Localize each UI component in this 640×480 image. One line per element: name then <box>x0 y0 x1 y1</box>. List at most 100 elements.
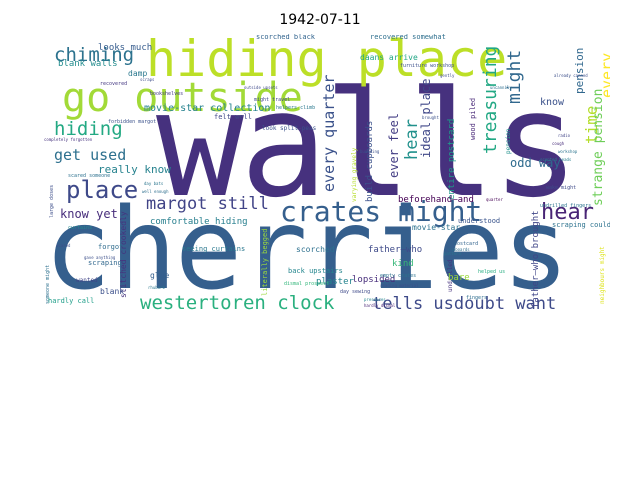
word-day-bats: day bats <box>144 181 164 186</box>
word-understood: understood <box>458 217 501 225</box>
word-postcard: postcard <box>454 241 479 247</box>
word-bookshelves: bookshelves <box>150 91 184 97</box>
word-undrilled-fingers: undrilled fingers <box>540 203 592 209</box>
word-hear-1: hear <box>541 200 594 225</box>
word-helpers-climb: helpers climb <box>276 105 316 111</box>
word-odd-way: odd way <box>510 156 561 170</box>
word-hiding: hiding <box>54 118 123 140</box>
word-margot-still: margot still <box>146 194 269 214</box>
word-fingers: fingers <box>466 295 488 301</box>
word-neighbours-might: neighbours might <box>599 246 606 304</box>
word-building: building <box>360 149 380 154</box>
word-glue: glue <box>150 271 170 280</box>
word-westertoren-clock: westertoren clock <box>140 292 335 314</box>
word-scraping: scraping <box>88 259 122 267</box>
word-father-who-2: father—who brought <box>531 210 541 308</box>
word-stitched-crookedly: stitched crookedly <box>119 211 128 298</box>
word-recovered: recovered <box>100 81 128 87</box>
word-tells-usdoubt-want: tells usdoubt want <box>372 294 557 314</box>
word-might: might <box>504 49 525 104</box>
word-rhubarb: rhubarb <box>148 285 165 290</box>
word-cloud: walls cherries hiding place go outside c… <box>44 34 610 320</box>
word-lopsided: lopsided <box>352 275 396 285</box>
word-cherries: cherries <box>44 185 569 315</box>
word-strange-pension: strange pension <box>591 88 606 206</box>
word-seeing-curtains: seeing curtains <box>182 245 246 253</box>
word-looks-much: looks much <box>98 43 153 53</box>
plot-title: 1942-07-11 <box>279 12 361 28</box>
word-gave-anything: gave anything <box>84 255 116 260</box>
word-scraping-could: scraping could <box>552 221 610 229</box>
word-cough: cough <box>552 141 565 146</box>
word-wood-piled: wood piled <box>469 97 477 140</box>
word-chiming: chiming <box>54 44 135 66</box>
word-kind: kind <box>392 259 414 269</box>
word-completely-forgotten: completely forgotten <box>44 137 93 142</box>
word-crates-might: crates might <box>280 195 483 228</box>
word-reading-material: reading material <box>380 283 419 288</box>
word-gently: gently <box>440 73 455 78</box>
word-already-canned: already canned <box>554 73 588 78</box>
word-scared: scared <box>56 243 71 248</box>
word-scorched: scorched <box>296 245 335 254</box>
word-outside-upsets: outside upsets <box>244 85 278 90</box>
word-bare: bare <box>448 273 470 283</box>
word-movie-star-collection: movie-star collection <box>144 103 271 114</box>
word-pension: pension <box>573 47 586 94</box>
word-wanted: wanted <box>76 277 98 284</box>
word-workshop: workshop <box>558 149 578 154</box>
word-movie-star: movie-star <box>412 223 461 232</box>
word-go-outside: go outside <box>62 75 303 121</box>
word-literally-begged: literally begged <box>261 228 269 296</box>
word-brought: brought <box>422 115 439 120</box>
word-damp: damp <box>128 69 148 78</box>
word-plaster: plaster <box>316 277 354 287</box>
word-back-upstairs: back upstairs <box>288 267 343 275</box>
word-forbidden-margot: forbidden margot <box>108 119 157 125</box>
word-helped-us: helped us <box>478 269 506 275</box>
word-know: know <box>540 97 565 108</box>
word-every-quarter: every quarter <box>320 74 338 192</box>
word-beforehand-and: beforehand—and <box>398 195 474 205</box>
word-might-travel: might travel <box>254 97 291 103</box>
word-felt-well: felt well <box>214 113 252 121</box>
word-hiding-place: hiding place <box>146 34 508 88</box>
word-wake-might: wake might <box>546 185 577 191</box>
word-scorched-black: scorched black <box>256 34 316 41</box>
word-build-cupboards: build cupboards <box>365 120 375 202</box>
word-uncannily: uncannily <box>490 85 512 90</box>
word-scented-heads: scented heads <box>540 157 572 162</box>
word-forgot: forgot <box>98 243 124 251</box>
word-dismal-prospect: dismal prospect <box>284 281 330 287</box>
word-ever-feel: ever feel <box>387 112 401 178</box>
word-curtains: curtains <box>68 225 93 231</box>
word-pattern: pattern <box>444 251 461 256</box>
word-scared-someone: scared someone <box>68 173 111 179</box>
word-quarter: quarter <box>486 197 503 202</box>
word-recovered-somewhat: recovered somewhat <box>370 34 446 41</box>
word-pressures: pressures <box>364 297 386 302</box>
word-father-who-1: father—who <box>368 245 423 255</box>
word-entire-postcard: entire postcard <box>447 118 457 200</box>
word-blank-walls: blank walls <box>58 59 118 69</box>
word-well-enough: well enough <box>142 189 169 194</box>
word-cupboards: cupboards <box>448 247 470 252</box>
word-really-know: really know <box>98 163 171 176</box>
word-furniture-workshop: furniture workshop <box>400 63 455 69</box>
word-comfortable-hiding: comfortable hiding <box>150 217 248 227</box>
word-walls: walls <box>156 60 579 230</box>
word-know-yet: know yet <box>60 207 118 221</box>
word-daans-arrive: daans arrive <box>360 53 418 62</box>
word-scraps: scraps <box>140 77 155 82</box>
word-treasuring: treasuring <box>480 45 501 154</box>
word-large-doses: large doses <box>49 184 55 218</box>
word-look-split-peas: look split-peas <box>262 125 317 132</box>
word-varying-gravely: varying gravely <box>351 147 358 202</box>
word-blank: blank <box>100 287 125 296</box>
word-hardly-call: hardly call <box>48 297 95 305</box>
word-hardly-dismal: hardly dismal <box>364 303 396 308</box>
word-place: place <box>66 176 139 204</box>
word-empty-crates: empty crates <box>380 273 417 279</box>
word-day-sewing: day sewing <box>340 289 371 295</box>
word-get-used: get used <box>54 146 127 164</box>
